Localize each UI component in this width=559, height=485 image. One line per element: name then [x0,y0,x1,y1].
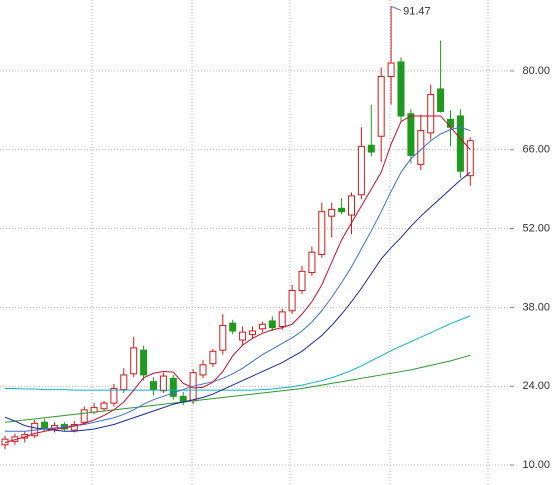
candle-body [348,195,355,216]
high-annotation: 91.47 [403,5,431,17]
candle-body [456,115,464,172]
candle-body [80,409,88,423]
candle-body [367,144,375,153]
moving-average-line [5,126,471,432]
y-tick-label: 38.00 [522,301,550,313]
candle-body [130,347,138,375]
candle-body [258,323,266,330]
candle-body [120,374,128,391]
candle-body [298,270,306,291]
moving-average-line [4,171,471,432]
candle-body [219,324,227,351]
candle-body [308,251,316,273]
y-tick-label: 52.00 [522,222,550,234]
candle-body [239,331,247,341]
candle-body [427,94,435,134]
candle-body [437,88,445,112]
candle-body [278,311,286,328]
candle-body [150,381,157,391]
candle-body [387,62,395,78]
candle-body [397,61,405,117]
y-tick-label: 10.00 [522,459,550,471]
moving-average-line [4,115,471,443]
candle-body [229,322,237,332]
candle-body [357,145,365,196]
candle-body [407,113,415,156]
candle-body [338,207,346,213]
candle-body [140,349,148,376]
candle-body [169,377,177,397]
candle-body [209,350,217,365]
candle-body [199,364,207,376]
candle-body [268,320,276,329]
high-leader [390,5,402,11]
candle-body [41,421,49,429]
moving-average-line [4,354,471,423]
y-tick-label: 80.00 [522,65,550,77]
candle-body [288,289,296,312]
candle-body [377,76,385,137]
candle-body [328,208,336,217]
candle-body [318,211,326,255]
date-separators [91,0,489,485]
candle-body [110,387,118,404]
candle-body [447,118,454,128]
candle-body [466,140,474,177]
moving-average-line [5,315,471,391]
candle-body [100,402,108,410]
y-tick-label: 66.00 [522,144,550,156]
candle-body [249,330,256,335]
candle-body [159,375,167,392]
candle-body [70,423,78,431]
y-tick-label: 24.00 [522,380,550,392]
